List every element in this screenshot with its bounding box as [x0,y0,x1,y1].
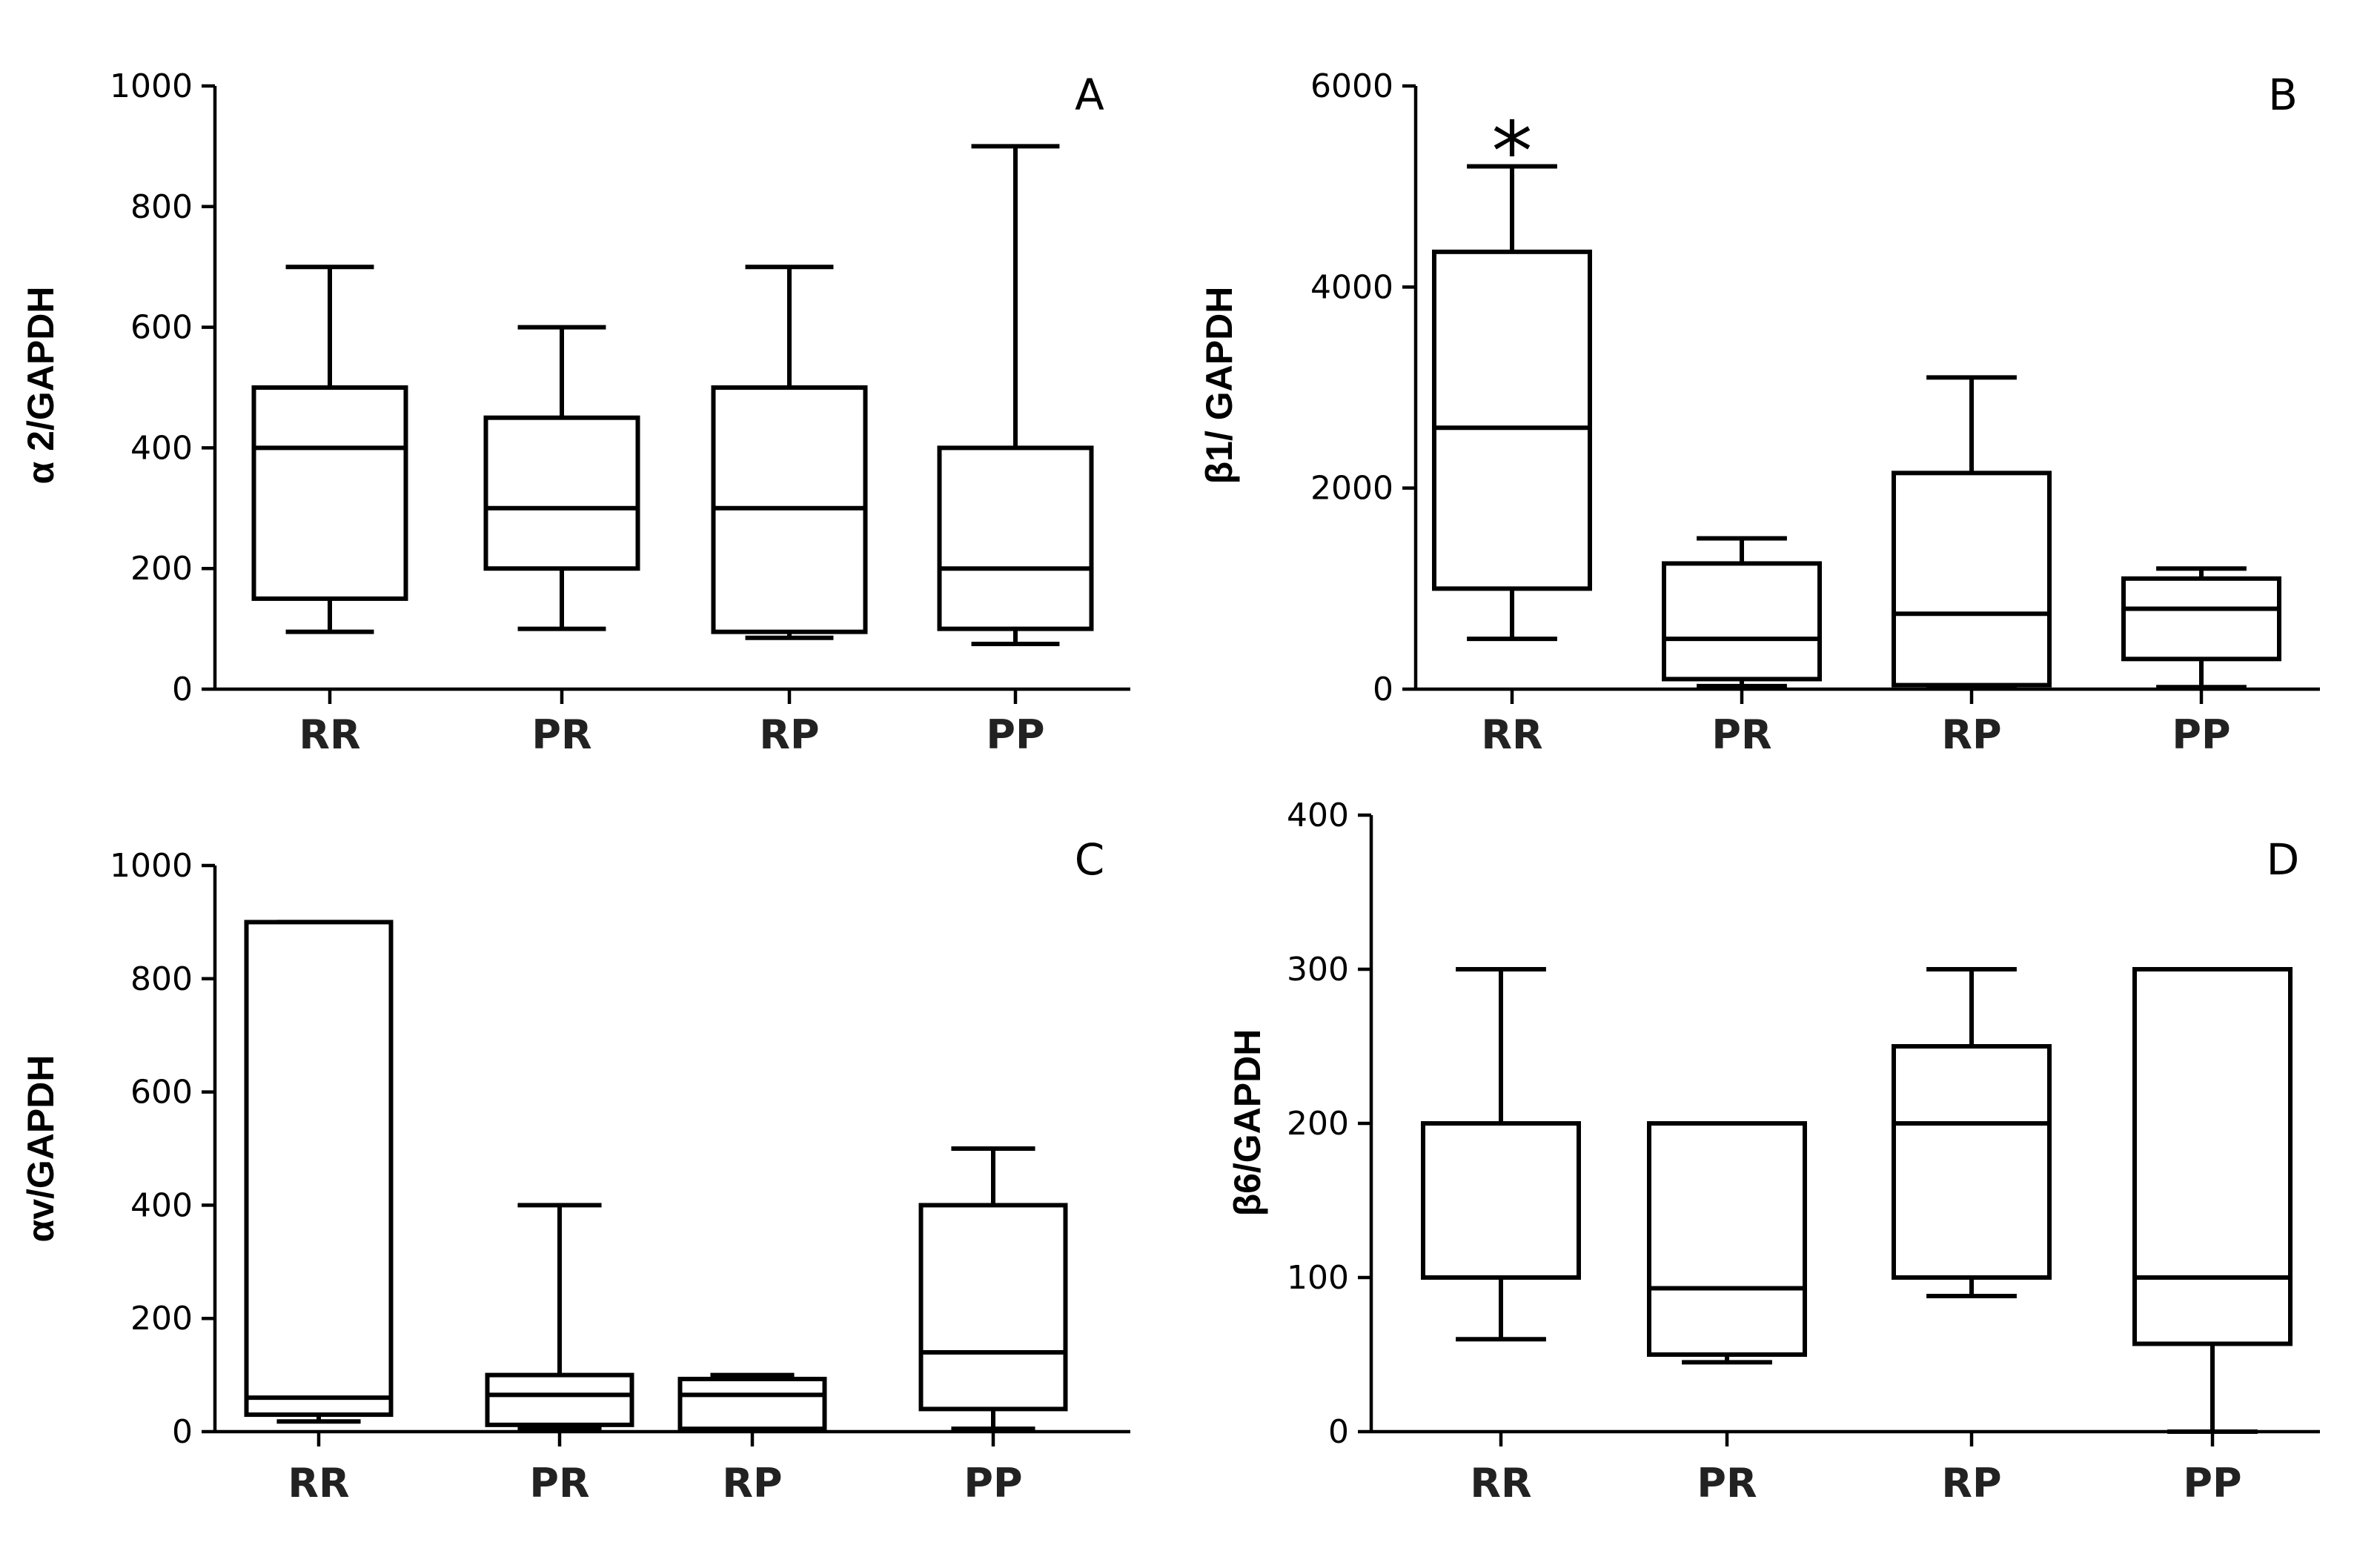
iqr-box [1432,249,1592,591]
box-pr [485,1203,634,1432]
panel-c: 0 200 400 600 800 1000 RR PR RP PP Cαv/GAPDH [20,834,1130,1506]
box-rr [251,265,408,634]
x-tick-label-pp: PP [2183,1460,2241,1506]
y-tick-label: 100 [1287,1259,1349,1297]
x-tick-label-pp: PP [964,1460,1022,1506]
box-rp [1892,375,2052,690]
y-tick-label: 400 [1287,797,1349,834]
box-pr [483,325,640,631]
box-pr [1647,1121,1807,1365]
iqr-box [483,415,640,571]
y-tick-label: 1000 [110,847,193,885]
box-rr [1432,164,1592,642]
box-pp [918,1146,1068,1432]
panel-d: 0 100 200 300 400 RR PR RP PP Dβ6/GAPDH [1227,797,2320,1506]
y-axis-label: αv/GAPDH [20,1054,62,1242]
x-tick-label-pp: PP [2172,711,2230,758]
y-axis-label: β6/GAPDH [1227,1029,1268,1217]
iqr-box [918,1203,1068,1412]
x-tick-label-rr: RR [299,711,360,758]
y-tick-label: 600 [130,309,193,347]
x-tick-label-pr: PR [529,1460,589,1506]
x-tick-label-rp: RP [759,711,819,758]
x-tick-label-rp: RP [722,1460,782,1506]
y-tick-label: 400 [130,429,193,467]
iqr-box [1892,471,2052,688]
iqr-box [1647,1121,1807,1357]
iqr-box [677,1376,827,1432]
x-tick-label-rp: RP [1941,1460,2001,1506]
x-tick-label-pr: PR [1711,711,1771,758]
y-tick-label: 800 [130,960,193,998]
y-tick-label: 200 [130,550,193,588]
y-axis-label: β1/ GAPDH [1199,287,1240,485]
iqr-box [1662,561,1822,682]
box-pp [2132,967,2293,1434]
panel-label: D [2267,834,2300,885]
iqr-box [1892,1044,2052,1280]
panel-b: 0 2000 4000 6000 RR PR RP PP Bβ1/ GAPDH * [1199,67,2320,758]
significance-asterisk: * [1492,104,1533,199]
iqr-box [244,920,394,1418]
panel-label: B [2268,70,2298,120]
box-rr [1421,967,1581,1342]
y-tick-label: 0 [172,671,193,708]
box-rp [1892,967,2052,1298]
iqr-box [1421,1121,1581,1280]
y-tick-label: 2000 [1310,470,1393,508]
y-tick-label: 4000 [1310,268,1393,306]
box-rr [244,920,394,1424]
iqr-box [2121,576,2281,662]
box-pp [2121,566,2281,690]
y-tick-label: 600 [130,1074,193,1112]
iqr-box [251,385,408,601]
x-tick-label-pr: PR [531,711,591,758]
x-tick-label-rr: RR [1470,1460,1531,1506]
panel-label: A [1075,70,1104,120]
y-axis-label: α 2/GAPDH [20,287,62,485]
y-tick-label: 1000 [110,67,193,105]
x-tick-label-rp: RP [1941,711,2001,758]
iqr-box [2132,967,2293,1346]
panel-label: C [1075,834,1105,885]
box-rp [711,265,868,640]
y-tick-label: 400 [130,1186,193,1224]
y-tick-label: 800 [130,188,193,226]
x-tick-label-pr: PR [1697,1460,1757,1506]
y-tick-label: 0 [172,1413,193,1451]
iqr-box [485,1372,634,1427]
y-tick-label: 0 [1373,671,1393,708]
box-rp [677,1372,827,1432]
y-tick-label: 300 [1287,951,1349,989]
y-tick-label: 6000 [1310,67,1393,105]
y-tick-label: 200 [1287,1105,1349,1143]
box-pr [1662,536,1822,688]
x-tick-label-pp: PP [986,711,1044,758]
x-tick-label-rr: RR [1481,711,1542,758]
y-tick-label: 200 [130,1300,193,1338]
panel-a: 0 200 400 600 800 1000 RR PR RP PP Aα 2/GAPDH [20,67,1130,758]
x-tick-label-rr: RR [288,1460,349,1506]
iqr-box [937,445,1094,631]
box-pp [937,144,1094,646]
y-tick-label: 0 [1328,1413,1349,1451]
